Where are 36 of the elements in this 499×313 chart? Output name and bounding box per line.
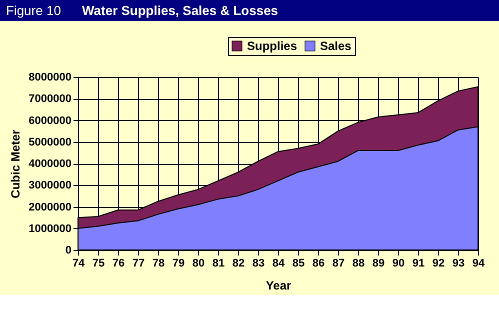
x-tick-label: 75 [92, 258, 105, 270]
x-tick-label: 88 [352, 258, 365, 270]
caption: Figure 10 [6, 3, 61, 18]
y-tick-label: 7000000 [28, 93, 72, 106]
y-tick-label: 5000000 [28, 136, 72, 148]
y-tick-label: 2000000 [28, 201, 72, 214]
x-tick-label: 74 [72, 258, 86, 270]
x-tick-label: 84 [272, 258, 286, 270]
y-tick-label: 4000000 [28, 158, 72, 170]
x-tick-label: 82 [232, 258, 245, 270]
x-tick-label: 89 [372, 258, 385, 270]
x-tick-label: 94 [472, 258, 486, 270]
y-tick-label: 0 [65, 244, 72, 256]
x-tick-label: 83 [252, 258, 265, 270]
x-tick-label: 90 [392, 258, 405, 270]
x-tick-label: 87 [332, 258, 345, 270]
legend-label: Supplies [247, 39, 298, 53]
x-tick-label: 77 [132, 258, 145, 270]
x-tick-label: 80 [192, 258, 205, 270]
y-tick-label: 8000000 [28, 72, 72, 84]
legend-label: Sales [320, 39, 352, 53]
x-tick-label: 91 [412, 258, 425, 270]
y-axis-title: Cubic Meter [8, 129, 23, 198]
x-tick-label: 93 [452, 258, 465, 270]
y-tick-label: 3000000 [28, 180, 72, 192]
x-tick-label: 78 [152, 258, 165, 270]
x-tick-label: 85 [292, 258, 305, 270]
y-tick-label: 6000000 [28, 114, 72, 127]
x-tick-label: 76 [112, 258, 125, 270]
x-tick-label: 86 [312, 258, 325, 270]
chart-title: Water Supplies, Sales & Losses [82, 3, 278, 18]
x-tick-label: 81 [212, 258, 225, 270]
x-tick-label: 92 [432, 258, 445, 270]
x-tick-label: 79 [172, 258, 185, 270]
y-tick-label: 1000000 [28, 222, 72, 235]
x-axis-title: Year [266, 278, 292, 292]
